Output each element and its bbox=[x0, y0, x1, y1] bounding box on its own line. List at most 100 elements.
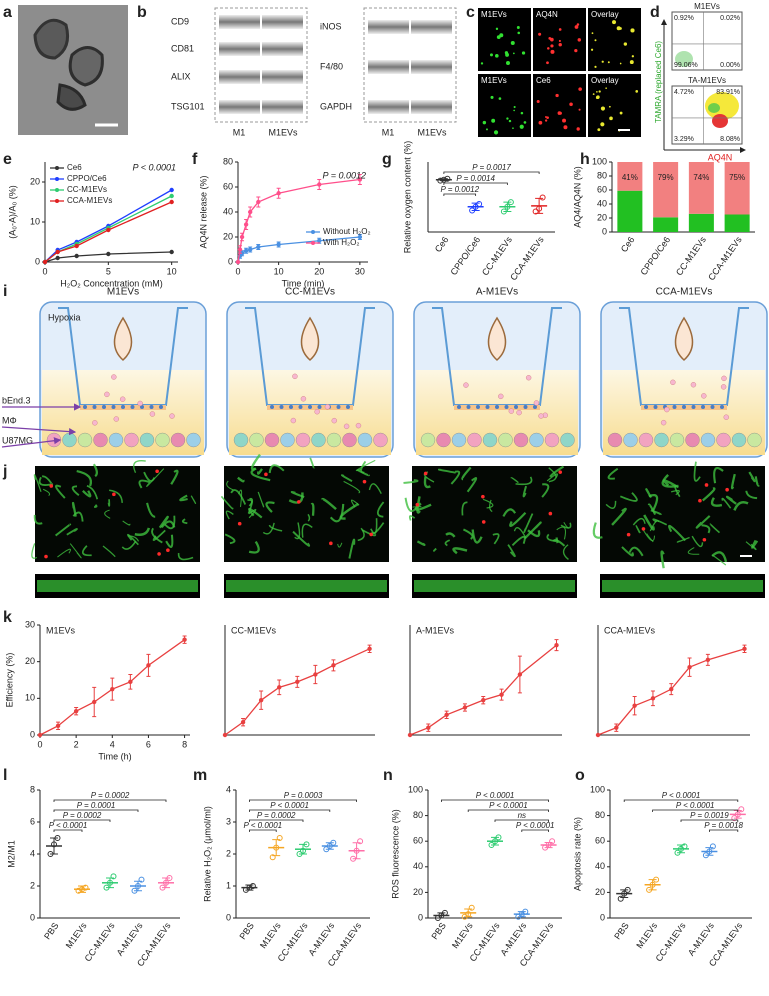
category-label: M1EVs bbox=[258, 920, 283, 950]
x-tick-label: 2 bbox=[74, 739, 79, 749]
membrane-signal bbox=[713, 467, 724, 484]
vesicle bbox=[660, 419, 667, 426]
endothelial-cell bbox=[644, 405, 648, 409]
category-label: A-M1EVs bbox=[115, 920, 145, 957]
data-point bbox=[295, 679, 300, 685]
error-bar bbox=[352, 842, 361, 860]
fluorescent-dot bbox=[601, 60, 604, 63]
membrane-signal bbox=[268, 464, 285, 474]
membrane-signal bbox=[109, 489, 123, 503]
data-point bbox=[742, 646, 747, 652]
membrane-signal bbox=[445, 532, 456, 538]
vesicle bbox=[300, 396, 307, 402]
error-bar bbox=[517, 911, 526, 918]
membrane-signal bbox=[648, 494, 659, 512]
well-title: A-M1EVs bbox=[476, 287, 518, 298]
membrane-signal bbox=[146, 502, 156, 518]
data-point bbox=[687, 664, 692, 670]
droplet bbox=[300, 316, 320, 362]
legend-label: With H₂O₂ bbox=[323, 238, 359, 247]
replicate-point bbox=[276, 835, 283, 841]
y-tick-label: 2 bbox=[226, 848, 231, 858]
x-tick-label: 6 bbox=[146, 739, 151, 749]
fluorescent-dot bbox=[536, 99, 540, 103]
category-label: Ce6 bbox=[433, 235, 451, 254]
vesicle bbox=[111, 374, 117, 380]
fluorescent-dot bbox=[605, 87, 607, 89]
error-bar bbox=[325, 842, 334, 850]
data-point bbox=[169, 187, 174, 193]
endothelial-cell bbox=[317, 405, 322, 409]
fluorescent-dot bbox=[619, 111, 623, 115]
fluorescent-dot bbox=[597, 128, 601, 132]
error-bar bbox=[439, 178, 448, 182]
vesicle bbox=[463, 382, 469, 388]
fluorescent-dot bbox=[506, 61, 510, 66]
significance-bracket bbox=[441, 799, 549, 802]
data-point bbox=[92, 699, 97, 705]
membrane-signal bbox=[368, 483, 382, 494]
endothelial-cell bbox=[682, 405, 686, 409]
legend-marker bbox=[55, 166, 59, 170]
lane-label: M1 bbox=[233, 127, 246, 137]
panel-letter: c bbox=[466, 4, 475, 21]
membrane-signal bbox=[515, 476, 533, 486]
x-tick-label: 5 bbox=[106, 266, 111, 276]
membrane-signal bbox=[33, 474, 42, 493]
membrane-signal bbox=[294, 522, 301, 540]
tumor-cell bbox=[77, 432, 93, 448]
significance-bracket bbox=[443, 193, 477, 196]
fluorescent-dot bbox=[607, 61, 610, 64]
fluorescent-dot bbox=[512, 52, 515, 55]
membrane-signal bbox=[181, 518, 188, 525]
layer-label: bEnd.3 bbox=[2, 395, 31, 405]
data-point bbox=[317, 238, 322, 243]
flow-title: M1EVs bbox=[694, 2, 720, 11]
membrane-signal bbox=[31, 543, 38, 559]
vesicle bbox=[92, 420, 98, 426]
tumor-cell bbox=[467, 432, 482, 448]
fluorescence-image bbox=[533, 8, 586, 71]
blot-band bbox=[411, 100, 452, 114]
membrane-signal bbox=[177, 552, 194, 561]
y-tick-label: 80 bbox=[597, 170, 607, 180]
vesicle bbox=[498, 393, 504, 400]
tumor-cell bbox=[311, 432, 326, 448]
fluorescent-dot bbox=[600, 106, 606, 111]
data-point bbox=[595, 732, 601, 738]
membrane-signal bbox=[701, 524, 711, 534]
significance-bracket bbox=[53, 829, 83, 832]
vesicle bbox=[324, 404, 331, 410]
red-signal bbox=[702, 537, 707, 542]
data-point bbox=[55, 249, 60, 255]
significance-bracket bbox=[680, 819, 739, 822]
tumor-cell bbox=[544, 432, 560, 448]
y-tick-label: 20 bbox=[413, 887, 423, 897]
legend-label: CCA-M1EVs bbox=[67, 196, 112, 205]
flow-title: TA-M1EVs bbox=[688, 76, 726, 85]
layer-label: U87MG bbox=[2, 435, 33, 445]
vesicle bbox=[508, 408, 515, 414]
category-label: Ce6 bbox=[619, 235, 637, 254]
error-bar bbox=[648, 879, 657, 891]
fluorescent-dot bbox=[519, 124, 524, 129]
data-point bbox=[222, 732, 228, 738]
tumor-cell bbox=[93, 432, 108, 448]
blot-label: ALIX bbox=[171, 71, 191, 81]
membrane-signal bbox=[452, 547, 468, 555]
fluorescent-dot bbox=[505, 52, 510, 57]
x-tick-label: 10 bbox=[274, 266, 284, 276]
quadrant-value: 0.92% bbox=[674, 15, 694, 22]
category-label: CPPO/Ce6 bbox=[448, 235, 482, 277]
fluorescent-dot bbox=[546, 116, 549, 120]
error-bar bbox=[245, 884, 254, 891]
fluorescent-dot bbox=[576, 23, 580, 26]
series-line bbox=[409, 644, 557, 736]
membrane-signal bbox=[462, 528, 474, 540]
error-bar bbox=[272, 839, 281, 857]
panel-letter: j bbox=[2, 463, 7, 480]
significance-bracket bbox=[249, 829, 277, 832]
blot-band bbox=[368, 100, 409, 114]
membrane-signal bbox=[509, 511, 527, 528]
membrane-signal bbox=[414, 502, 432, 511]
